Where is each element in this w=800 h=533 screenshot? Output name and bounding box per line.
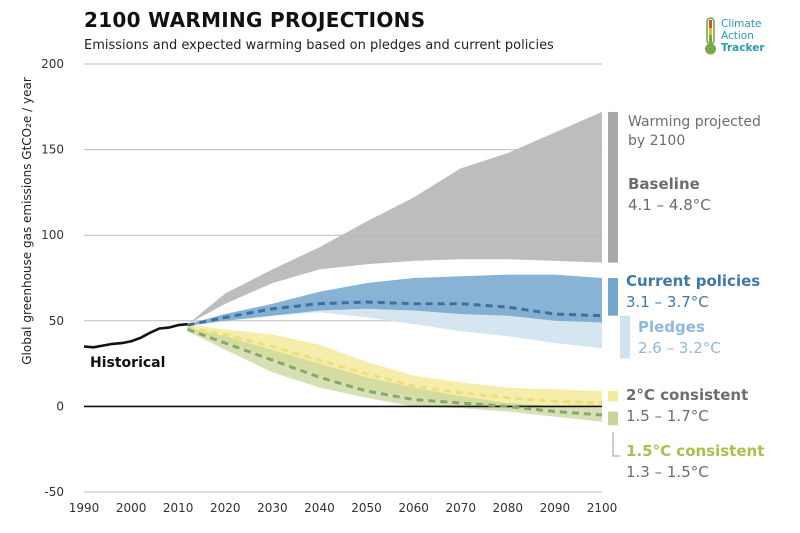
x-tick-label-2000: 2000	[116, 501, 147, 515]
x-tick-label-2050: 2050	[351, 501, 382, 515]
y-tick-label-200: 200	[41, 57, 64, 71]
tick-layer: -50 0 50 100 150 200 1990 2000 2010 2020 2030 2040 2…	[41, 57, 617, 515]
logo-line-3: Tracker	[721, 42, 765, 54]
x-tick-label-2060: 2060	[398, 501, 429, 515]
x-tick-label-2080: 2080	[493, 501, 524, 515]
baseline-range-label: 4.1 – 4.8°C	[628, 196, 711, 214]
one-five-degree-median-line	[187, 327, 603, 417]
baseline-name-label: Baseline	[628, 175, 700, 193]
y-tick-label-50: 50	[49, 314, 64, 328]
historical-label: Historical	[90, 355, 166, 371]
y-axis-label: Global greenhouse gas emissions GtCO₂e /…	[20, 77, 34, 365]
one-five-degree-range-label: 1.3 – 1.5°C	[626, 463, 709, 481]
x-tick-label-1990: 1990	[69, 501, 100, 515]
x-tick-label-2020: 2020	[210, 501, 241, 515]
current-policies-name-label: Current policies	[626, 272, 761, 290]
two-degree-range-bar	[608, 390, 618, 402]
two-degree-band	[187, 324, 602, 409]
line-layer	[83, 300, 603, 417]
x-tick-label-2090: 2090	[540, 501, 571, 515]
pledges-range-label: 2.6 – 3.2°C	[638, 339, 721, 357]
current-policies-range-bar	[608, 278, 618, 316]
x-tick-label-2040: 2040	[304, 501, 335, 515]
chart-subtitle: Emissions and expected warming based on …	[84, 38, 554, 53]
current-policies-median-line	[187, 300, 603, 327]
current-policies-range-label: 3.1 – 3.7°C	[626, 293, 709, 311]
pledges-range-bar	[620, 315, 630, 359]
x-tick-label-2010: 2010	[163, 501, 194, 515]
current-policies-band	[187, 274, 602, 326]
y-tick-label-0: 0	[56, 399, 64, 413]
x-tick-label-2030: 2030	[257, 501, 288, 515]
logo-line-1: Climate	[721, 18, 762, 30]
two-degree-median-line	[187, 326, 603, 405]
one-five-degree-connector	[612, 432, 620, 457]
x-tick-label-2100: 2100	[587, 501, 618, 515]
climate-action-tracker-logo	[705, 17, 716, 55]
baseline-band	[187, 111, 602, 325]
band-layer	[187, 111, 602, 422]
one-five-degree-range-bar	[608, 411, 618, 426]
logo-wordmark: Climate Action Tracker	[721, 18, 765, 54]
y-tick-label-100: 100	[41, 228, 64, 242]
x-tick-label-2070: 2070	[445, 501, 476, 515]
logo-line-2: Action	[721, 30, 754, 42]
two-degree-name-label: 2°C consistent	[626, 386, 749, 404]
range-bar-layer	[608, 111, 630, 457]
chart-title: 2100 WARMING PROJECTIONS	[84, 8, 426, 32]
two-degree-range-label: 1.5 – 1.7°C	[626, 407, 709, 425]
one-five-degree-name-label: 1.5°C consistent	[626, 442, 765, 460]
warming-header-label: Warming projected by 2100	[628, 114, 761, 149]
historical-line	[83, 322, 188, 349]
pledges-name-label: Pledges	[638, 318, 705, 336]
baseline-range-bar	[608, 111, 618, 263]
y-tick-label-150: 150	[41, 143, 64, 157]
y-tick-label--50: -50	[44, 485, 64, 499]
